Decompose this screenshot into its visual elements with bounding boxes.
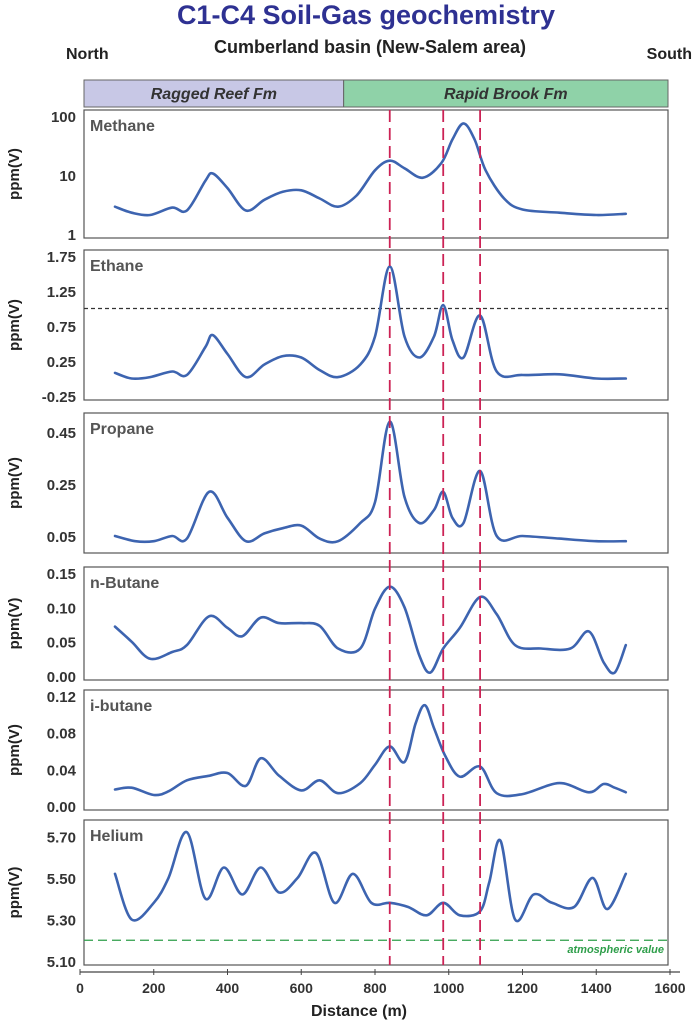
series-line [113,703,628,798]
y-axis-label: ppm(V) [6,598,23,650]
y-tick-label: 0.75 [47,319,76,336]
y-tick-label: 0.45 [47,425,76,442]
y-tick-label: 0.25 [47,354,76,371]
direction-north: North [66,46,109,63]
x-axis: 0 200 400 600 800 1000 1200 1400 1600 [76,969,686,996]
formation-bar: Ragged Reef Fm Rapid Brook Fm [83,79,669,108]
panel-title: Propane [90,421,154,438]
panel-group: 1 10 100 Methane ppm(V) -0.25 0.25 0.75 1.25 1.75… [6,109,669,971]
panel-helium: 5.10 5.30 5.50 5.70 Helium ppm(V) atmospheric … [6,819,669,971]
y-tick-label: 5.70 [47,829,76,846]
y-tick-label: 5.30 [47,912,76,929]
x-tick-label: 1400 [581,980,612,996]
y-tick-label: 10 [59,168,76,185]
y-tick-label: 1.75 [47,249,76,266]
y-axis-label: ppm(V) [6,457,23,509]
x-tick-label: 800 [363,980,387,996]
y-tick-label: 5.10 [47,954,76,971]
panel-title: i-butane [90,698,152,715]
y-tick-label: 0.05 [47,635,76,652]
panel-title: n-Butane [90,575,159,592]
panel-frame [83,566,669,681]
series-line [113,585,628,675]
y-axis-label: ppm(V) [6,148,23,200]
panel-frame [83,819,669,966]
panel-i-butane: 0.00 0.04 0.08 0.12 i-butane ppm(V) [6,689,669,816]
y-tick-label: 1.25 [47,284,76,301]
x-tick-label: 0 [76,980,84,996]
y-tick-label: 0.12 [47,689,76,706]
panel-frame [83,109,669,239]
panel-propane: 0.05 0.25 0.45 Propane ppm(V) [6,412,669,554]
y-axis-label: ppm(V) [6,867,23,919]
atmospheric-label: atmospheric value [567,944,664,956]
formation-band-1 [343,79,669,108]
formation-label-1: Rapid Brook Fm [444,86,568,103]
chart-subtitle: Cumberland basin (New-Salem area) [214,37,526,57]
y-tick-label: -0.25 [42,389,76,406]
y-axis-label: ppm(V) [6,724,23,776]
x-tick-label: 200 [142,980,166,996]
series-line [113,122,628,217]
formation-label-0: Ragged Reef Fm [151,86,277,103]
x-tick-label: 400 [216,980,240,996]
y-tick-label: 0.25 [47,477,76,494]
y-tick-label: 5.50 [47,871,76,888]
y-tick-label: 1 [68,227,76,244]
y-tick-label: 0.10 [47,600,76,617]
series-line [113,265,628,381]
panel-ethane: -0.25 0.25 0.75 1.25 1.75 Ethane ppm(V) [6,249,669,406]
y-tick-label: 100 [51,109,76,126]
anomaly-markers [388,110,481,965]
formation-band-0 [83,79,345,108]
y-axis-label: ppm(V) [6,299,23,351]
y-tick-label: 0.15 [47,566,76,583]
series-line [113,420,628,544]
y-tick-label: 0.05 [47,529,76,546]
panel-frame [83,412,669,554]
x-tick-label: 600 [290,980,314,996]
x-tick-label: 1000 [433,980,464,996]
x-tick-label: 1600 [654,980,685,996]
panel-title: Methane [90,118,155,135]
panel-methane: 1 10 100 Methane ppm(V) [6,109,669,244]
panel-n-butane: 0.00 0.05 0.10 0.15 n-Butane ppm(V) [6,566,669,686]
panel-title: Ethane [90,258,143,275]
chart-title: C1-C4 Soil-Gas geochemistry [177,0,555,30]
series-line [113,830,628,923]
y-tick-label: 0.04 [47,762,77,779]
x-axis-label: Distance (m) [311,1003,407,1020]
panel-frame [83,689,669,811]
x-tick-label: 1200 [507,980,538,996]
y-tick-label: 0.00 [47,799,76,816]
y-tick-label: 0.08 [47,726,76,743]
direction-south: South [647,46,692,63]
panel-title: Helium [90,828,143,845]
y-tick-label: 0.00 [47,669,76,686]
